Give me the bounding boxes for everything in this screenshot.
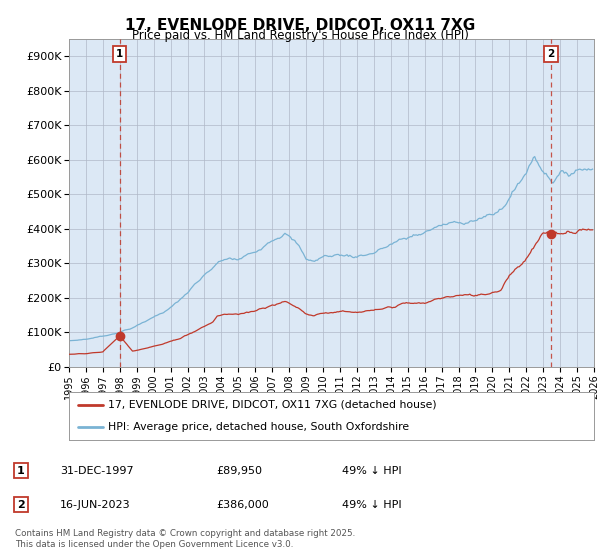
Text: 49% ↓ HPI: 49% ↓ HPI xyxy=(342,500,401,510)
Text: 17, EVENLODE DRIVE, DIDCOT, OX11 7XG: 17, EVENLODE DRIVE, DIDCOT, OX11 7XG xyxy=(125,18,475,33)
Text: 2: 2 xyxy=(547,49,554,59)
Text: Contains HM Land Registry data © Crown copyright and database right 2025.
This d: Contains HM Land Registry data © Crown c… xyxy=(15,529,355,549)
Text: 49% ↓ HPI: 49% ↓ HPI xyxy=(342,466,401,475)
Text: £386,000: £386,000 xyxy=(216,500,269,510)
Text: 16-JUN-2023: 16-JUN-2023 xyxy=(60,500,131,510)
Text: 31-DEC-1997: 31-DEC-1997 xyxy=(60,466,134,475)
Text: 2: 2 xyxy=(17,500,25,510)
Text: £89,950: £89,950 xyxy=(216,466,262,475)
Text: Price paid vs. HM Land Registry's House Price Index (HPI): Price paid vs. HM Land Registry's House … xyxy=(131,29,469,42)
Text: HPI: Average price, detached house, South Oxfordshire: HPI: Average price, detached house, Sout… xyxy=(109,422,409,432)
Text: 17, EVENLODE DRIVE, DIDCOT, OX11 7XG (detached house): 17, EVENLODE DRIVE, DIDCOT, OX11 7XG (de… xyxy=(109,400,437,410)
Text: 1: 1 xyxy=(17,466,25,475)
Text: 1: 1 xyxy=(116,49,123,59)
